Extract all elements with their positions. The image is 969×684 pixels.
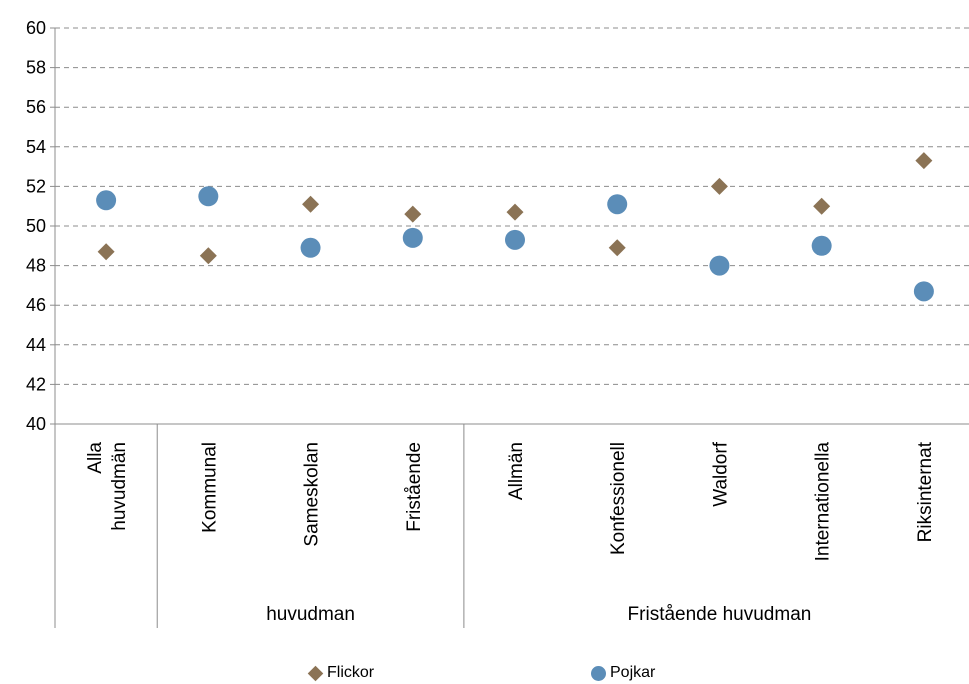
legend-label-flickor: Flickor xyxy=(327,664,375,681)
flickor-point xyxy=(97,243,115,261)
flickor-point xyxy=(915,152,933,170)
legend-label-pojkar: Pojkar xyxy=(610,664,656,681)
y-tick-label: 52 xyxy=(26,176,46,196)
pojkar-point xyxy=(607,194,628,215)
y-tick-label: 48 xyxy=(26,256,46,276)
pojkar-point xyxy=(198,186,219,207)
legend-item-flickor: Flickor xyxy=(307,664,375,682)
y-tick-label: 42 xyxy=(26,374,46,394)
y-tick-label: 50 xyxy=(26,216,46,236)
y-tick-label: 46 xyxy=(26,295,46,315)
category-label: Kommunal xyxy=(199,442,220,533)
group-label: Fristående huvudman xyxy=(628,604,812,625)
category-label: Waldorf xyxy=(710,441,731,506)
y-tick-label: 60 xyxy=(26,18,46,38)
flickor-point xyxy=(506,203,524,221)
flickor-point xyxy=(302,195,320,213)
y-tick-label: 58 xyxy=(26,58,46,78)
category-label: Internationella xyxy=(813,442,834,562)
category-label: Alla xyxy=(85,442,106,474)
category-label: huvudmän xyxy=(109,442,130,531)
pojkar-point xyxy=(709,255,730,276)
y-tick-label: 56 xyxy=(26,97,46,117)
category-label: Konfessionell xyxy=(608,442,629,555)
y-tick-label: 40 xyxy=(26,414,46,434)
y-tick-label: 44 xyxy=(26,335,46,355)
flickor-point xyxy=(608,239,626,257)
group-label: huvudman xyxy=(266,604,355,625)
pojkar-point xyxy=(505,229,525,250)
circle-marker-icon xyxy=(591,665,606,681)
pojkar-point xyxy=(811,235,832,256)
category-label: Sameskolan xyxy=(302,442,323,547)
flickor-point xyxy=(199,247,217,265)
diamond-marker-icon xyxy=(307,665,324,681)
legend-item-pojkar: Pojkar xyxy=(591,664,655,682)
category-label: Riksinternat xyxy=(915,441,936,542)
category-label: Allmän xyxy=(506,442,527,500)
pojkar-point xyxy=(402,227,423,248)
flickor-point xyxy=(813,197,831,215)
flickor-point xyxy=(404,205,422,223)
y-tick-label: 54 xyxy=(26,137,46,157)
flickor-point xyxy=(710,177,728,195)
pojkar-point xyxy=(96,190,117,211)
category-label: Fristående xyxy=(404,442,425,532)
pojkar-point xyxy=(913,281,934,302)
pojkar-point xyxy=(300,237,321,258)
